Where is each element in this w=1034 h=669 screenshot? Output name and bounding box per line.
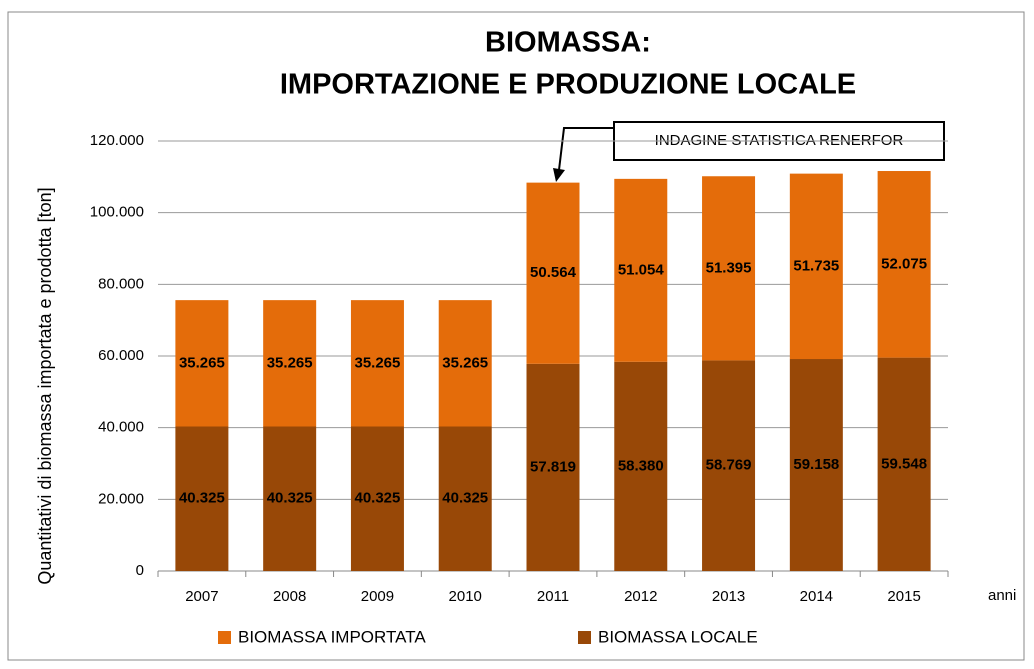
bar-segment	[263, 300, 317, 427]
annotation-arrow	[558, 127, 614, 171]
value-label: 40.325	[354, 490, 400, 507]
legend-swatch	[578, 631, 591, 644]
bar-segment	[789, 173, 843, 360]
y-tick-label: 60.000	[98, 347, 144, 364]
bar-segment	[438, 426, 492, 571]
y-tick-label: 100.000	[90, 204, 144, 221]
value-label: 59.158	[793, 456, 839, 473]
x-tick-label: 2007	[185, 588, 218, 605]
bar-segment	[526, 182, 580, 364]
chart-frame	[7, 11, 1025, 661]
bar-segment	[263, 426, 317, 571]
value-label: 50.564	[530, 264, 577, 281]
y-tick-label: 0	[136, 562, 144, 579]
value-label: 51.395	[706, 259, 752, 276]
x-tick-label: 2009	[361, 588, 394, 605]
legend-swatch	[218, 631, 231, 644]
legend-label: BIOMASSA LOCALE	[598, 627, 758, 646]
value-label: 58.380	[618, 457, 664, 474]
value-label: 59.548	[881, 455, 927, 472]
value-label: 51.735	[793, 257, 839, 274]
chart-title: IMPORTAZIONE E PRODUZIONE LOCALE	[280, 69, 856, 101]
value-label: 58.769	[706, 457, 752, 474]
y-tick-label: 120.000	[90, 132, 144, 149]
value-label: 40.325	[442, 490, 488, 507]
bar-segment	[438, 300, 492, 427]
bar-segment	[350, 300, 404, 427]
x-tick-label: 2008	[273, 588, 306, 605]
annotation: INDAGINE STATISTICA RENERFOR	[655, 132, 904, 149]
x-axis-label: anni	[988, 587, 1016, 604]
value-label: 40.325	[179, 490, 225, 507]
value-label: 52.075	[881, 255, 927, 272]
x-tick-label: 2012	[624, 588, 657, 605]
y-tick-label: 40.000	[98, 419, 144, 436]
y-axis-label: Quantitativi di biomassa importata e pro…	[35, 187, 55, 584]
bar-segment	[614, 361, 668, 571]
bar-segment	[877, 357, 931, 571]
bar-segment	[789, 359, 843, 571]
legend-label: BIOMASSA IMPORTATA	[238, 627, 426, 646]
chart-title: BIOMASSA:	[485, 27, 651, 59]
value-label: 51.054	[618, 261, 665, 278]
value-label: 40.325	[267, 490, 313, 507]
x-tick-label: 2011	[537, 588, 569, 605]
legend: BIOMASSA IMPORTATA BIOMASSA LOCALE	[218, 627, 758, 646]
value-label: 35.265	[442, 354, 488, 371]
value-label: 35.265	[354, 354, 400, 371]
x-tick-label: 2015	[887, 588, 920, 605]
bar-segment	[614, 178, 668, 362]
x-tick-label: 2010	[449, 588, 482, 605]
value-label: 35.265	[267, 354, 313, 371]
value-label: 57.819	[530, 458, 576, 475]
bar-segment	[877, 171, 931, 358]
y-tick-label: 20.000	[98, 490, 144, 507]
value-label: 35.265	[179, 354, 225, 371]
bar-segment	[175, 426, 229, 571]
annotation-arrowhead	[553, 168, 565, 182]
bar-segment	[702, 360, 756, 571]
x-tick-label: 2014	[800, 588, 833, 605]
bar-segment	[175, 300, 229, 427]
x-tick-label: 2013	[712, 588, 745, 605]
bar-segment	[526, 363, 580, 571]
bar-segment	[350, 426, 404, 571]
bar-segment	[702, 176, 756, 361]
y-tick-label: 80.000	[98, 275, 144, 292]
